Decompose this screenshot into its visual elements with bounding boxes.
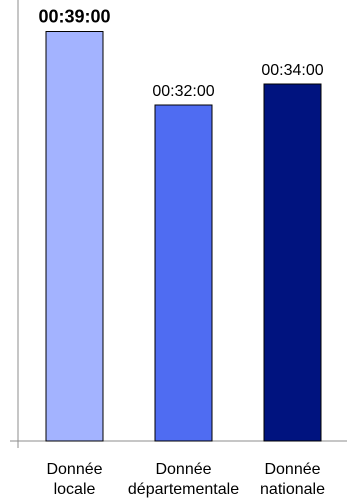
category-label-1-line-1: départementale	[128, 481, 239, 498]
category-label-0-line-0: Donnée	[46, 461, 102, 478]
category-labels-group: Donnée locale Donnée départementale Donnée na…	[46, 461, 325, 498]
category-label-0-line-1: locale	[54, 481, 96, 498]
data-label-2: 00:34:00	[261, 62, 323, 79]
bar-0	[45, 31, 104, 442]
category-label-2-line-0: Donnée	[264, 461, 320, 478]
bar-2	[263, 83, 322, 442]
bar-1	[154, 104, 213, 442]
bars-group	[45, 31, 322, 442]
data-label-1: 00:32:00	[152, 83, 214, 100]
data-label-0: 00:39:00	[38, 7, 110, 27]
value-labels-group: 00:39:00 00:32:00 00:34:00	[38, 7, 323, 101]
category-label-2-line-1: nationale	[260, 481, 325, 498]
category-label-1-line-0: Donnée	[155, 461, 211, 478]
